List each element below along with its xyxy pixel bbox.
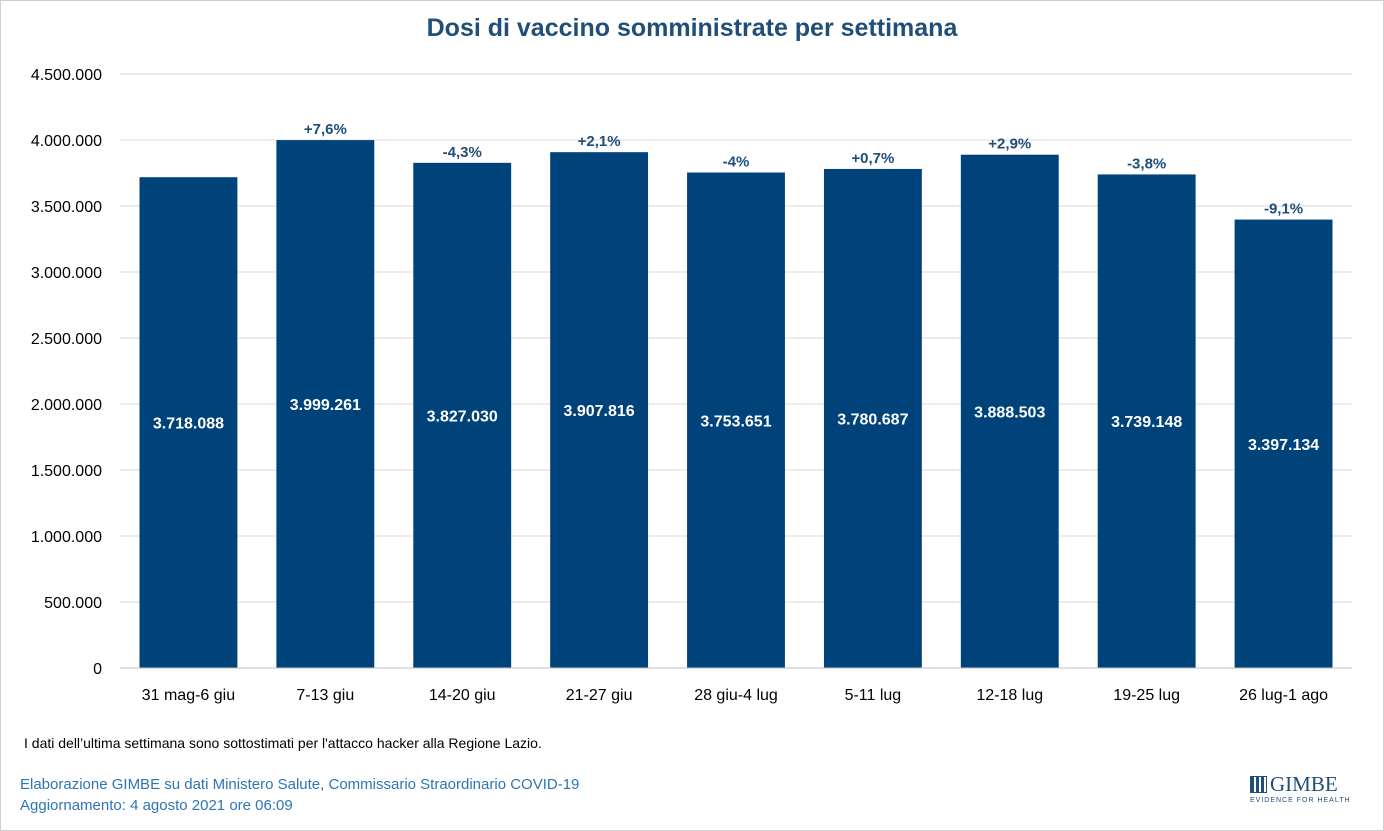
- bar-change-label: +2,9%: [988, 136, 1031, 153]
- bar-value-label: 3.999.261: [290, 397, 361, 414]
- bar: [1234, 219, 1333, 668]
- bars: 3.718.088 3.999.261 +7,6% 3.827.030 -4,3% 3.9…: [139, 121, 1333, 669]
- bar-value-label: 3.888.503: [974, 404, 1045, 421]
- bar-change-label: -4%: [723, 154, 750, 171]
- y-tick-label: 2.500.000: [31, 331, 102, 348]
- bar-value-label: 3.827.030: [427, 408, 498, 425]
- bar-change-label: +0,7%: [851, 150, 894, 167]
- bar-value-label: 3.718.088: [153, 416, 224, 433]
- bar: [139, 177, 238, 668]
- gimbe-logo: GIMBE EVIDENCE FOR HEALTH: [1250, 774, 1360, 804]
- bar: [413, 162, 512, 669]
- footnote: I dati dell’ultima settimana sono sottos…: [24, 735, 542, 751]
- logo-name: GIMBE: [1270, 772, 1338, 796]
- bar-value-label: 3.739.148: [1111, 414, 1182, 431]
- x-tick-label: 7-13 giu: [296, 687, 354, 704]
- y-tick-label: 3.000.000: [31, 265, 102, 282]
- bar-value-label: 3.753.651: [700, 413, 771, 430]
- x-tick-label: 5-11 lug: [845, 687, 902, 704]
- bar-value-label: 3.780.687: [837, 411, 908, 428]
- logo-columns-icon: [1250, 776, 1267, 793]
- x-tick-label: 21-27 giu: [566, 687, 633, 704]
- bar-change-label: -3,8%: [1127, 155, 1166, 172]
- bar: [687, 172, 785, 668]
- bar: [276, 140, 375, 669]
- y-tick-label: 1.500.000: [31, 463, 102, 480]
- y-tick-label: 1.000.000: [31, 529, 102, 546]
- chart-title: Dosi di vaccino somministrate per settim…: [426, 14, 958, 42]
- x-tick-label: 12-18 lug: [976, 687, 1043, 704]
- x-tick-label: 14-20 giu: [429, 687, 496, 704]
- y-tick-label: 4.500.000: [31, 67, 102, 84]
- bar-change-label: -9,1%: [1264, 201, 1303, 218]
- x-tick-label: 31 mag-6 giu: [142, 687, 235, 704]
- source-credit: Elaborazione GIMBE su dati Ministero Sal…: [20, 776, 580, 793]
- bar-change-label: +2,1%: [578, 133, 621, 150]
- y-tick-label: 3.500.000: [31, 199, 102, 216]
- y-tick-label: 4.000.000: [31, 133, 102, 150]
- bar: [550, 152, 649, 669]
- bar-change-label: -4,3%: [443, 144, 482, 161]
- bar-change-label: +7,6%: [304, 121, 347, 138]
- bar: [960, 154, 1059, 669]
- y-tick-label: 0: [93, 661, 102, 678]
- logo-tagline: EVIDENCE FOR HEALTH: [1250, 797, 1351, 804]
- x-tick-label: 28 giu-4 lug: [694, 687, 778, 704]
- bar-value-label: 3.907.816: [564, 403, 635, 420]
- x-tick-label: 26 lug-1 ago: [1239, 687, 1328, 704]
- update-timestamp: Aggiornamento: 4 agosto 2021 ore 06:09: [20, 797, 293, 814]
- y-tick-label: 500.000: [44, 595, 102, 612]
- axes: 0 500.000 1.000.000 1.500.000 2.000.000 2.500…: [31, 67, 1352, 704]
- bar: [1097, 174, 1196, 668]
- bar: [823, 168, 922, 668]
- logo-wordmark: GIMBE: [1250, 774, 1360, 795]
- bar-value-label: 3.397.134: [1248, 437, 1319, 454]
- x-tick-label: 19-25 lug: [1113, 687, 1180, 704]
- y-tick-label: 2.000.000: [31, 397, 102, 414]
